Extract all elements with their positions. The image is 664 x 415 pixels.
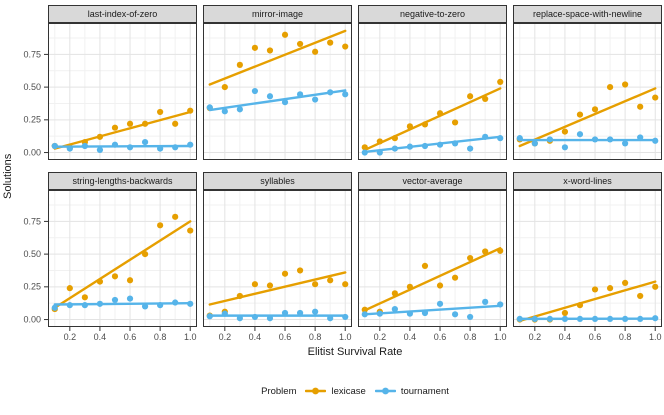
svg-text:0.4: 0.4 [559,332,572,342]
y-axis-title: Solutions [2,153,14,199]
svg-text:1.0: 1.0 [649,332,662,342]
svg-text:0.6: 0.6 [589,332,602,342]
svg-text:0.8: 0.8 [154,332,167,342]
facet-title: vector-average [402,176,463,186]
svg-text:0.2: 0.2 [219,332,232,342]
svg-text:0.4: 0.4 [249,332,262,342]
facet-strip: mirror-image [203,5,352,23]
svg-text:0.4: 0.4 [94,332,107,342]
legend-key-line-dot-icon [305,387,327,395]
svg-text:0.00: 0.00 [23,147,41,157]
svg-text:1.0: 1.0 [184,332,197,342]
svg-text:0.50: 0.50 [23,82,41,92]
svg-text:1.0: 1.0 [494,332,507,342]
facet: syllables 0.2 0.4 0.6 0.8 1.0 [203,172,352,342]
legend-label-lexicase: lexicase [331,385,366,397]
facet: mirror-image [203,5,352,160]
facet: negative-to-zero [358,5,507,160]
facet-strip: syllables [203,172,352,190]
svg-text:0.75: 0.75 [23,49,41,59]
svg-text:0.6: 0.6 [124,332,137,342]
facet: last-index-of-zero 0.00 0.25 0.50 0.75 [23,5,197,160]
svg-text:0.00: 0.00 [23,314,41,324]
svg-text:0.8: 0.8 [309,332,322,342]
svg-text:0.2: 0.2 [374,332,387,342]
facet-plot: 0.2 0.4 0.6 0.8 1.0 [513,190,662,342]
legend: Problem lexicase tournament [48,381,662,401]
facet-strip: last-index-of-zero [48,5,197,23]
svg-text:0.2: 0.2 [529,332,542,342]
facet: string-lengths-backwards 0.00 0.25 0.50 0.7… [23,172,197,342]
legend-item-tournament: tournament [374,385,449,397]
svg-text:0.50: 0.50 [23,249,41,259]
legend-label-tournament: tournament [400,385,449,397]
facet-title: mirror-image [251,9,303,19]
facet-strip: replace-space-with-newline [513,5,662,23]
facet: x-word-lines 0.2 0.4 0.6 0.8 1.0 [513,172,662,342]
facet-grid: last-index-of-zero 0.00 0.25 0.50 0.75 mirr… [23,5,662,342]
svg-text:1.0: 1.0 [339,332,352,342]
svg-text:0.4: 0.4 [404,332,417,342]
facet-plot [513,23,662,160]
facet-plot: 0.00 0.25 0.50 0.75 0.2 0.4 0.6 0.8 1.0 [23,190,197,342]
facet-title: syllables [260,176,295,186]
facet-plot [203,23,352,160]
legend-item-lexicase: lexicase [305,385,366,397]
legend-key-line-dot-icon [374,387,396,395]
facet-title: x-word-lines [563,176,612,186]
svg-text:0.75: 0.75 [23,216,41,226]
facet-plot [358,23,507,160]
facet-plot: 0.2 0.4 0.6 0.8 1.0 [203,190,352,342]
svg-text:0.8: 0.8 [464,332,477,342]
facet-strip: x-word-lines [513,172,662,190]
facet-strip: vector-average [358,172,507,190]
legend-title: Problem [261,385,297,397]
facet-plot: 0.00 0.25 0.50 0.75 [23,23,197,160]
facet-strip: string-lengths-backwards [48,172,197,190]
svg-text:0.8: 0.8 [619,332,632,342]
facet: replace-space-with-newline [513,5,662,160]
facet-title: negative-to-zero [399,9,466,19]
svg-text:0.2: 0.2 [64,332,77,342]
svg-text:0.6: 0.6 [279,332,292,342]
facet-title: replace-space-with-newline [532,9,643,19]
x-axis-title: Elitist Survival Rate [307,346,403,358]
facet-title: string-lengths-backwards [72,176,173,186]
facet-plot: 0.2 0.4 0.6 0.8 1.0 [358,190,507,342]
facet: vector-average 0.2 0.4 0.6 0.8 1.0 [358,172,507,342]
svg-text:0.25: 0.25 [23,115,41,125]
facet-title: last-index-of-zero [87,9,158,19]
svg-text:0.25: 0.25 [23,282,41,292]
svg-text:0.6: 0.6 [434,332,447,342]
facet-strip: negative-to-zero [358,5,507,23]
